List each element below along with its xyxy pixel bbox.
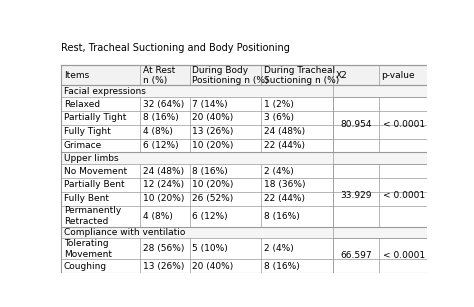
Text: 4 (8%): 4 (8%): [143, 212, 173, 220]
Text: 24 (48%): 24 (48%): [143, 167, 184, 176]
Text: During Body
Positioning n (%): During Body Positioning n (%): [192, 66, 269, 85]
Text: 4 (8%): 4 (8%): [143, 127, 173, 136]
Text: Facial expressions: Facial expressions: [64, 87, 146, 96]
Text: Items: Items: [64, 71, 89, 80]
Text: < 0.0001: < 0.0001: [383, 251, 425, 260]
Bar: [61, 85, 428, 97]
Text: Fully Tight: Fully Tight: [64, 127, 110, 136]
Bar: [333, 239, 379, 273]
Text: 10 (20%): 10 (20%): [192, 141, 234, 150]
Bar: [61, 97, 428, 111]
Text: 8 (16%): 8 (16%): [192, 167, 228, 176]
Text: 24 (48%): 24 (48%): [264, 127, 305, 136]
Bar: [61, 206, 428, 227]
Bar: [333, 97, 379, 152]
Text: Tolerating
Movement: Tolerating Movement: [64, 239, 112, 258]
Text: 6 (12%): 6 (12%): [192, 212, 228, 220]
Text: Permanently
Retracted: Permanently Retracted: [64, 206, 121, 226]
Text: Partially Tight: Partially Tight: [64, 113, 126, 122]
Text: X2: X2: [336, 71, 347, 80]
Bar: [61, 178, 428, 192]
Text: 8 (16%): 8 (16%): [264, 212, 300, 220]
Text: 28 (56%): 28 (56%): [143, 244, 184, 253]
Bar: [61, 152, 428, 164]
Bar: [61, 125, 428, 138]
Bar: [61, 138, 428, 152]
Text: Fully Bent: Fully Bent: [64, 194, 109, 203]
Bar: [379, 97, 428, 152]
Bar: [61, 164, 428, 178]
Text: Grimace: Grimace: [64, 141, 102, 150]
Text: 8 (16%): 8 (16%): [143, 113, 178, 122]
Text: Coughing: Coughing: [64, 262, 107, 271]
Text: Rest, Tracheal Suctioning and Body Positioning: Rest, Tracheal Suctioning and Body Posit…: [61, 43, 290, 53]
Text: 2 (4%): 2 (4%): [264, 167, 293, 176]
Text: 33.929: 33.929: [340, 191, 372, 200]
Text: Upper limbs: Upper limbs: [64, 154, 118, 163]
Bar: [61, 192, 428, 206]
Text: < 0.0001: < 0.0001: [383, 191, 425, 200]
Text: 66.597: 66.597: [340, 251, 372, 260]
Text: No Movement: No Movement: [64, 167, 127, 176]
Text: 1 (2%): 1 (2%): [264, 99, 294, 109]
Text: 3 (6%): 3 (6%): [264, 113, 294, 122]
Text: 32 (64%): 32 (64%): [143, 99, 184, 109]
Bar: [379, 164, 428, 227]
Text: 10 (20%): 10 (20%): [143, 194, 184, 203]
Text: Partially Bent: Partially Bent: [64, 181, 124, 189]
Text: 22 (44%): 22 (44%): [264, 194, 305, 203]
Bar: [61, 239, 428, 259]
Text: 18 (36%): 18 (36%): [264, 181, 305, 189]
Bar: [61, 111, 428, 125]
Text: During Tracheal
Suctioning n (%): During Tracheal Suctioning n (%): [264, 66, 339, 85]
Text: < 0.0001: < 0.0001: [383, 120, 425, 129]
Text: 2 (4%): 2 (4%): [264, 244, 293, 253]
Text: 20 (40%): 20 (40%): [192, 113, 234, 122]
Bar: [379, 239, 428, 273]
Text: 13 (26%): 13 (26%): [143, 262, 184, 271]
Text: 5 (10%): 5 (10%): [192, 244, 228, 253]
Text: 22 (44%): 22 (44%): [264, 141, 305, 150]
Bar: [61, 259, 428, 273]
Text: 7 (14%): 7 (14%): [192, 99, 228, 109]
Text: 20 (40%): 20 (40%): [192, 262, 234, 271]
Text: Compliance with ventilatio: Compliance with ventilatio: [64, 228, 185, 237]
Text: p-value: p-value: [382, 71, 415, 80]
Text: 13 (26%): 13 (26%): [192, 127, 234, 136]
Bar: [61, 227, 428, 239]
Text: 8 (16%): 8 (16%): [264, 262, 300, 271]
Text: 6 (12%): 6 (12%): [143, 141, 178, 150]
Bar: [61, 65, 428, 85]
Text: 80.954: 80.954: [340, 120, 372, 129]
Text: At Rest
n (%): At Rest n (%): [143, 66, 175, 85]
Bar: [333, 164, 379, 227]
Text: 12 (24%): 12 (24%): [143, 181, 184, 189]
Text: Relaxed: Relaxed: [64, 99, 100, 109]
Text: 10 (20%): 10 (20%): [192, 181, 234, 189]
Text: 26 (52%): 26 (52%): [192, 194, 234, 203]
